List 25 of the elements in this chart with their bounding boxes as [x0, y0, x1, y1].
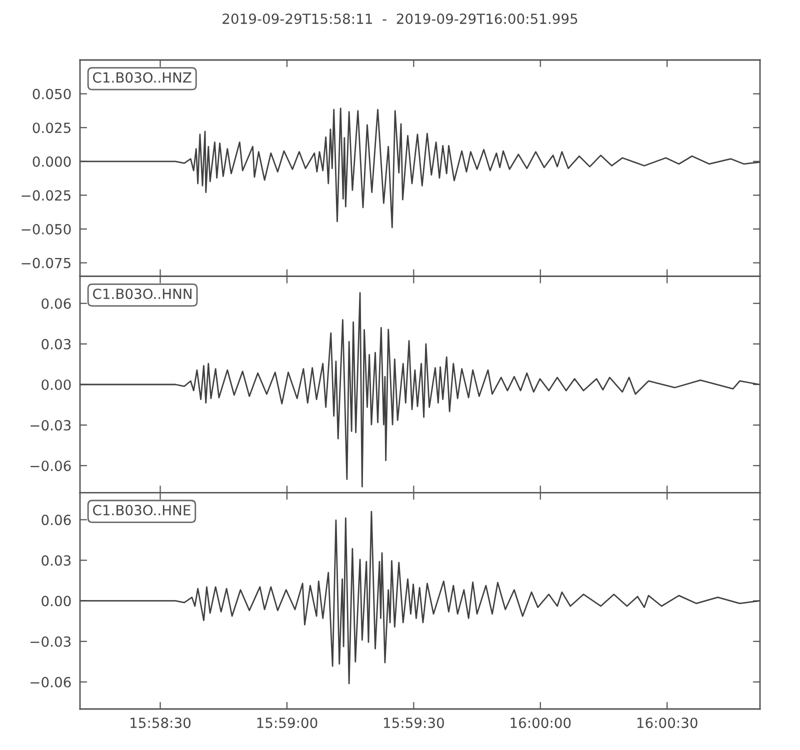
y-tick-label: −0.075: [22, 258, 70, 268]
y-tick-label: 0.03: [42, 338, 71, 350]
chart-title: 2019-09-29T15:58:11 - 2019-09-29T16:00:51.995: [222, 14, 578, 24]
x-tick-label: 16:00:30: [637, 718, 698, 728]
y-tick-label: −0.025: [22, 190, 70, 201]
x-tick-label: 16:00:00: [510, 718, 571, 728]
y-tick-label: −0.06: [30, 460, 71, 472]
y-tick-label: 0.00: [42, 379, 71, 390]
y-tick-label: 0.025: [32, 122, 70, 134]
annotation: C1.B03O..HNE: [93, 504, 190, 516]
y-tick-label: −0.03: [30, 636, 71, 647]
x-tick-label: 15:59:30: [384, 718, 444, 728]
y-tick-label: 0.06: [42, 298, 71, 309]
y-tick-label: 0.00: [42, 596, 71, 606]
y-tick-label: 0.000: [32, 156, 71, 167]
x-tick-label: 15:59:00: [257, 718, 318, 728]
annotation: C1.B03O..HNZ: [93, 72, 192, 83]
y-tick-label: −0.03: [30, 420, 71, 431]
y-tick-label: 0.050: [32, 88, 71, 100]
y-tick-label: −0.050: [22, 224, 71, 234]
annotation: C1.B03O..HNN: [93, 288, 192, 300]
x-tick-label: 15:58:30: [130, 718, 191, 728]
y-tick-label: 0.03: [42, 555, 71, 566]
y-tick-label: −0.06: [30, 676, 71, 688]
y-tick-label: 0.06: [42, 514, 71, 526]
